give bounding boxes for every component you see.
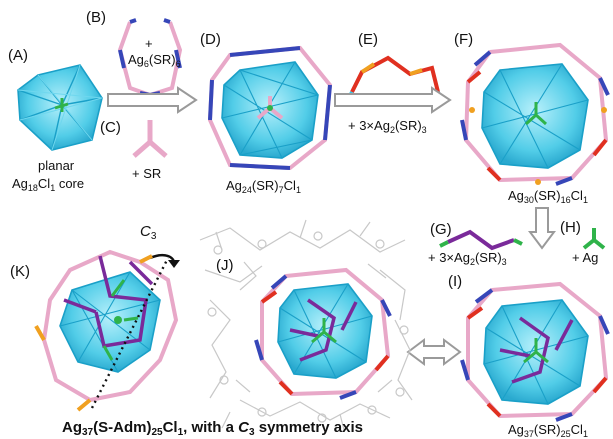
ligand-shell bbox=[199, 219, 413, 431]
panel-f: (F) Ag30(SR)16Cl1 bbox=[454, 31, 610, 205]
panel-k: (K) C3 bbox=[10, 223, 180, 412]
panel-k-label: (K) bbox=[10, 263, 30, 280]
panel-b: (B) + Ag6(SR)6 bbox=[86, 9, 183, 98]
panel-d-label: (D) bbox=[200, 31, 221, 48]
panel-a-caption-line2: Ag18Cl1 core bbox=[12, 176, 84, 193]
panel-h: (H) + Ag bbox=[560, 219, 606, 265]
panel-j-label: (J) bbox=[216, 257, 234, 274]
double-arrow-j-i bbox=[406, 338, 462, 366]
panel-a-label: (A) bbox=[8, 47, 28, 64]
panel-b-plus: + bbox=[145, 36, 153, 51]
panel-a: (A) planar Ag18Cl1 core bbox=[8, 47, 103, 193]
panel-f-formula: Ag30(SR)16Cl1 bbox=[508, 188, 588, 205]
thiolate-ligand-icon bbox=[132, 120, 168, 158]
panel-j: (J) bbox=[199, 219, 413, 431]
arrow-d-to-f bbox=[334, 86, 452, 114]
panel-b-label: (B) bbox=[86, 9, 106, 26]
panel-c-caption: + SR bbox=[132, 166, 161, 181]
ag2sr3-motif-g bbox=[439, 229, 523, 251]
panel-h-caption: + Ag bbox=[572, 250, 598, 265]
planar-core-cluster bbox=[17, 64, 103, 151]
ag24-cluster bbox=[207, 45, 333, 171]
panel-e-label: (E) bbox=[358, 31, 378, 48]
arrow-f-to-i bbox=[528, 207, 556, 250]
ag30-cluster bbox=[460, 42, 610, 186]
rotation-arrowhead-icon bbox=[168, 260, 180, 268]
panel-b-formula: Ag6(SR)6 bbox=[128, 52, 181, 69]
c3-axis-label: C3 bbox=[140, 223, 157, 242]
panel-e: (E) + 3×Ag2(SR)3 bbox=[334, 31, 452, 135]
panel-c: (C) + SR bbox=[100, 119, 168, 181]
panel-c-label: (C) bbox=[100, 119, 121, 136]
panel-g: (G) + 3×Ag2(SR)3 bbox=[428, 221, 523, 267]
ag37-cluster-k bbox=[34, 249, 179, 412]
panel-d-formula: Ag24(SR)7Cl1 bbox=[226, 178, 301, 195]
c3-symmetry-axis bbox=[90, 257, 170, 409]
panel-i-label: (I) bbox=[448, 273, 462, 290]
panel-g-caption: + 3×Ag2(SR)3 bbox=[428, 250, 507, 267]
panel-g-label: (G) bbox=[430, 221, 452, 238]
panel-i-formula: Ag37(SR)25Cl1 bbox=[508, 422, 588, 439]
panel-h-label: (H) bbox=[560, 219, 581, 236]
panel-i: (I) Ag37(SR)25Cl1 bbox=[448, 273, 610, 439]
arrow-a-to-d bbox=[107, 86, 198, 114]
silver-atom-icon bbox=[582, 228, 606, 250]
bottom-caption: Ag37(S-Adm)25Cl1, with a C3 symmetry axi… bbox=[62, 419, 363, 438]
ag37-cluster-j bbox=[254, 267, 392, 400]
panel-a-caption-line1: planar bbox=[38, 158, 75, 173]
panel-d: (D) Ag24(SR)7Cl1 bbox=[200, 31, 333, 195]
ag37-cluster-i bbox=[460, 281, 610, 422]
panel-e-caption: + 3×Ag2(SR)3 bbox=[348, 118, 427, 135]
panel-f-label: (F) bbox=[454, 31, 473, 48]
